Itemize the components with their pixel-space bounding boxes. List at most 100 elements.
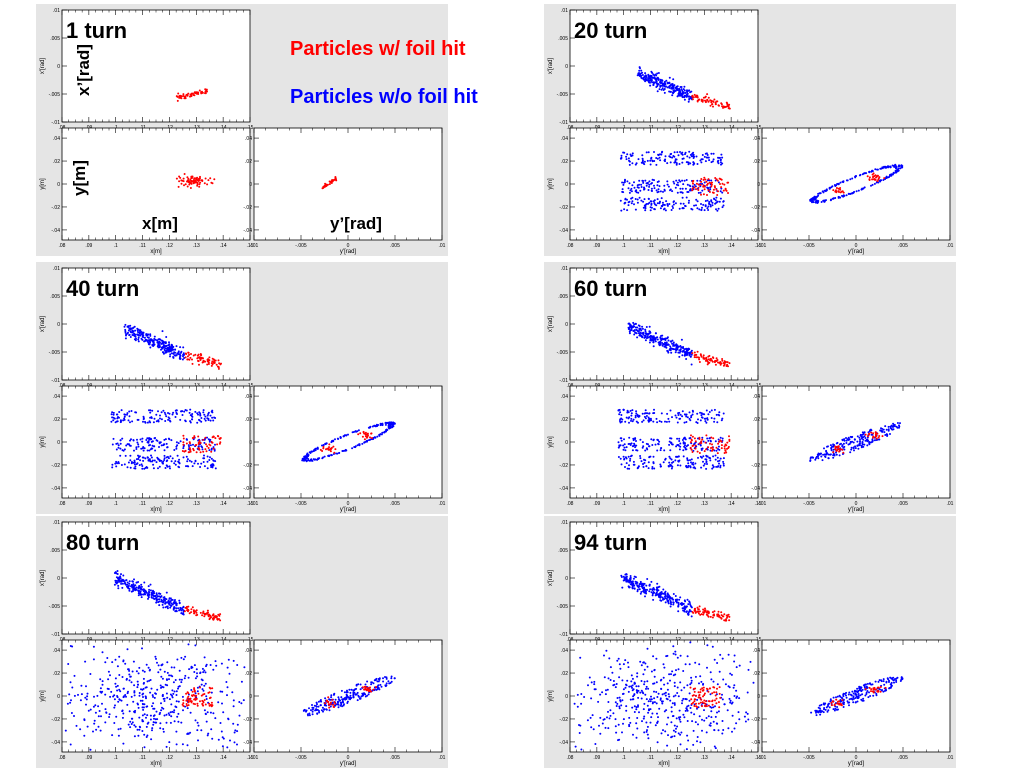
point-foil-hit <box>703 188 706 191</box>
point-no-foil-hit <box>668 443 671 446</box>
point-no-foil-hit <box>117 446 120 449</box>
point-no-foil-hit <box>641 446 644 449</box>
point-no-foil-hit <box>168 341 170 344</box>
point-foil-hit <box>189 182 192 185</box>
point-no-foil-hit <box>683 179 686 182</box>
point-no-foil-hit <box>140 585 143 588</box>
point-no-foil-hit <box>210 457 213 460</box>
point-no-foil-hit <box>686 161 689 164</box>
point-foil-hit <box>196 357 199 360</box>
point-no-foil-hit <box>196 675 199 678</box>
point-no-foil-hit <box>648 183 651 186</box>
point-no-foil-hit <box>640 460 643 463</box>
point-no-foil-hit <box>817 457 820 460</box>
point-no-foil-hit <box>171 457 174 460</box>
point-no-foil-hit <box>655 336 658 339</box>
point-no-foil-hit <box>822 191 825 194</box>
point-no-foil-hit <box>666 180 669 183</box>
point-no-foil-hit <box>134 329 137 332</box>
point-foil-hit <box>179 96 182 99</box>
point-no-foil-hit <box>195 668 198 671</box>
point-no-foil-hit <box>641 412 644 415</box>
point-no-foil-hit <box>885 176 888 179</box>
point-no-foil-hit <box>702 455 705 458</box>
point-no-foil-hit <box>670 464 673 467</box>
point-foil-hit <box>211 360 214 363</box>
point-no-foil-hit <box>901 166 904 169</box>
point-no-foil-hit <box>146 734 149 737</box>
point-no-foil-hit <box>845 194 848 197</box>
point-no-foil-hit <box>625 462 628 465</box>
point-no-foil-hit <box>722 457 725 460</box>
point-no-foil-hit <box>385 428 388 431</box>
point-no-foil-hit <box>895 166 898 169</box>
x-tick-label: .08 <box>59 501 66 507</box>
point-no-foil-hit <box>657 153 660 156</box>
point-no-foil-hit <box>121 449 124 452</box>
point-no-foil-hit <box>126 581 129 584</box>
point-no-foil-hit <box>125 334 127 337</box>
point-no-foil-hit <box>312 450 315 453</box>
point-no-foil-hit <box>146 449 149 452</box>
point-foil-hit <box>207 447 210 449</box>
point-no-foil-hit <box>890 428 893 431</box>
point-foil-hit <box>193 177 196 180</box>
point-no-foil-hit <box>622 448 625 451</box>
y-tick-label: -.005 <box>49 350 61 356</box>
point-no-foil-hit <box>168 419 171 422</box>
point-foil-hit <box>702 184 705 187</box>
point-no-foil-hit <box>873 439 876 442</box>
point-no-foil-hit <box>345 434 348 437</box>
point-foil-hit <box>212 447 215 450</box>
point-no-foil-hit <box>674 186 677 189</box>
point-no-foil-hit <box>655 204 658 207</box>
point-foil-hit <box>209 177 212 180</box>
point-no-foil-hit <box>631 162 634 165</box>
point-no-foil-hit <box>228 672 231 675</box>
point-no-foil-hit <box>703 413 706 416</box>
point-no-foil-hit <box>182 447 185 450</box>
point-no-foil-hit <box>152 467 155 470</box>
point-no-foil-hit <box>150 456 153 459</box>
point-no-foil-hit <box>722 412 725 415</box>
point-no-foil-hit <box>681 187 684 190</box>
point-no-foil-hit <box>175 447 178 450</box>
point-no-foil-hit <box>143 746 146 749</box>
y-tick-label: 0 <box>57 694 60 700</box>
point-foil-hit <box>877 178 880 181</box>
point-foil-hit <box>711 360 714 363</box>
point-no-foil-hit <box>709 188 712 191</box>
y-tick-label: -.01 <box>559 120 568 126</box>
point-no-foil-hit <box>639 455 642 457</box>
point-no-foil-hit <box>155 592 158 595</box>
point-no-foil-hit <box>172 411 175 414</box>
point-no-foil-hit <box>641 157 644 160</box>
point-no-foil-hit <box>700 456 703 459</box>
point-no-foil-hit <box>703 462 706 465</box>
point-no-foil-hit <box>820 201 823 203</box>
point-no-foil-hit <box>138 692 141 694</box>
point-no-foil-hit <box>653 408 655 411</box>
point-no-foil-hit <box>667 465 670 467</box>
point-no-foil-hit <box>645 415 648 417</box>
point-foil-hit <box>690 434 692 437</box>
point-no-foil-hit <box>143 713 146 716</box>
point-no-foil-hit <box>188 445 190 448</box>
point-no-foil-hit <box>188 459 191 462</box>
point-no-foil-hit <box>874 168 877 171</box>
point-no-foil-hit <box>200 420 203 423</box>
point-no-foil-hit <box>186 458 189 461</box>
point-no-foil-hit <box>131 331 134 334</box>
point-no-foil-hit <box>137 581 140 583</box>
point-no-foil-hit <box>99 687 102 690</box>
point-no-foil-hit <box>180 410 183 413</box>
point-no-foil-hit <box>147 336 150 339</box>
point-foil-hit <box>727 105 730 108</box>
point-foil-hit <box>727 447 730 449</box>
point-no-foil-hit <box>632 463 635 466</box>
point-no-foil-hit <box>656 198 659 201</box>
point-no-foil-hit <box>206 467 209 470</box>
point-no-foil-hit <box>384 423 387 426</box>
point-no-foil-hit <box>633 186 636 189</box>
point-no-foil-hit <box>131 586 134 589</box>
